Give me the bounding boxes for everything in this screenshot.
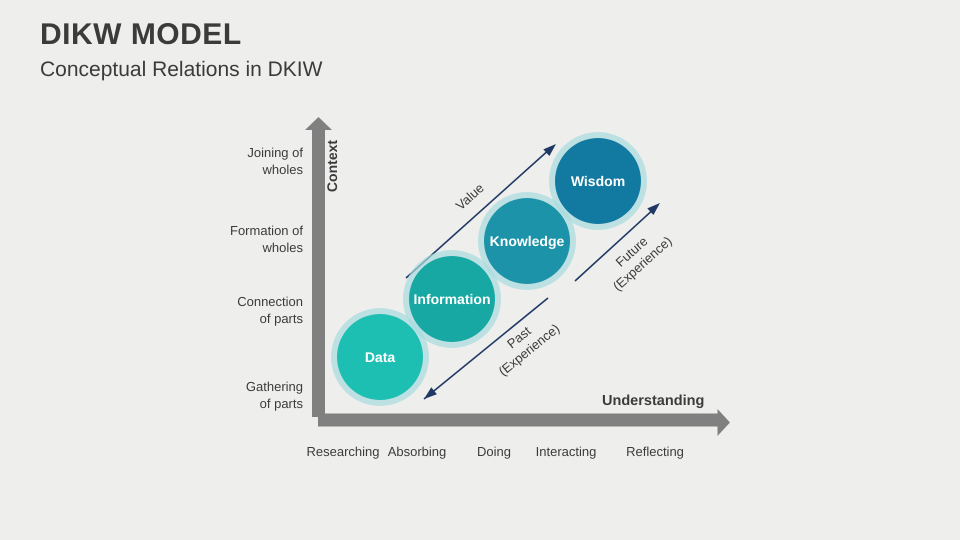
svg-text:Context: Context — [324, 140, 340, 192]
